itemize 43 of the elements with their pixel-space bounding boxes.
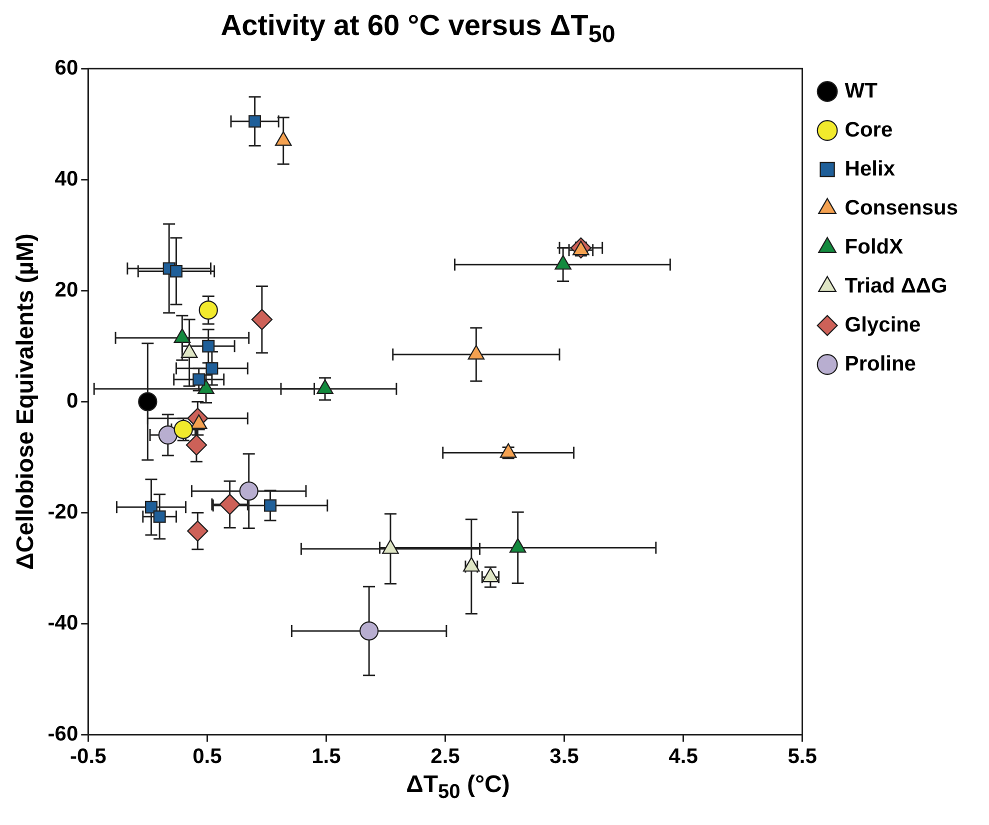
x-tick-label: 4.5 (668, 744, 698, 768)
point (187, 520, 208, 542)
legend-label: Proline (844, 352, 916, 376)
point (170, 264, 182, 278)
legend-label: Glycine (844, 313, 921, 336)
y-tick-label: 0 (66, 389, 78, 412)
y-tick-label: -40 (48, 611, 78, 634)
x-tick-label: 2.5 (430, 744, 460, 768)
point (206, 362, 218, 374)
legend-label: Consensus (844, 196, 958, 220)
legend-label: FoldX (844, 235, 904, 258)
point (153, 510, 166, 523)
y-tick-label: -60 (48, 722, 78, 746)
y-tick-label: -20 (48, 500, 78, 524)
point (174, 420, 193, 439)
x-tick-label: 1.5 (312, 744, 342, 768)
point (138, 392, 158, 412)
point (359, 621, 379, 640)
legend-label: Helix (844, 157, 896, 180)
point (202, 340, 215, 352)
y-tick-label: 20 (54, 278, 78, 302)
point (158, 425, 178, 444)
y-axis-title: ΔCellobiose Equivalents (µM) (12, 233, 40, 570)
point (219, 494, 240, 515)
x-tick-label: 5.5 (788, 744, 818, 768)
x-tick-label: -0.5 (70, 744, 107, 768)
point (144, 500, 158, 514)
chart-title: Activity at 60 °C versus ΔT$_{50}$ (220, 9, 616, 50)
point (239, 481, 258, 500)
x-axis-title: ΔT$_{50}$ (°C) (405, 770, 511, 804)
legend-label: Core (844, 118, 893, 142)
x-tick-label: 3.5 (550, 744, 580, 768)
legend-label: WT (844, 79, 878, 102)
y-tick-label: 60 (54, 56, 78, 80)
x-tick-label: 0.5 (192, 744, 222, 768)
point (248, 114, 262, 128)
point (192, 373, 206, 386)
point (186, 434, 208, 456)
point (251, 308, 273, 330)
y-tick-label: 40 (54, 167, 78, 190)
point (264, 499, 277, 512)
legend-label: Triad ΔΔG (844, 274, 948, 298)
point (198, 300, 218, 320)
